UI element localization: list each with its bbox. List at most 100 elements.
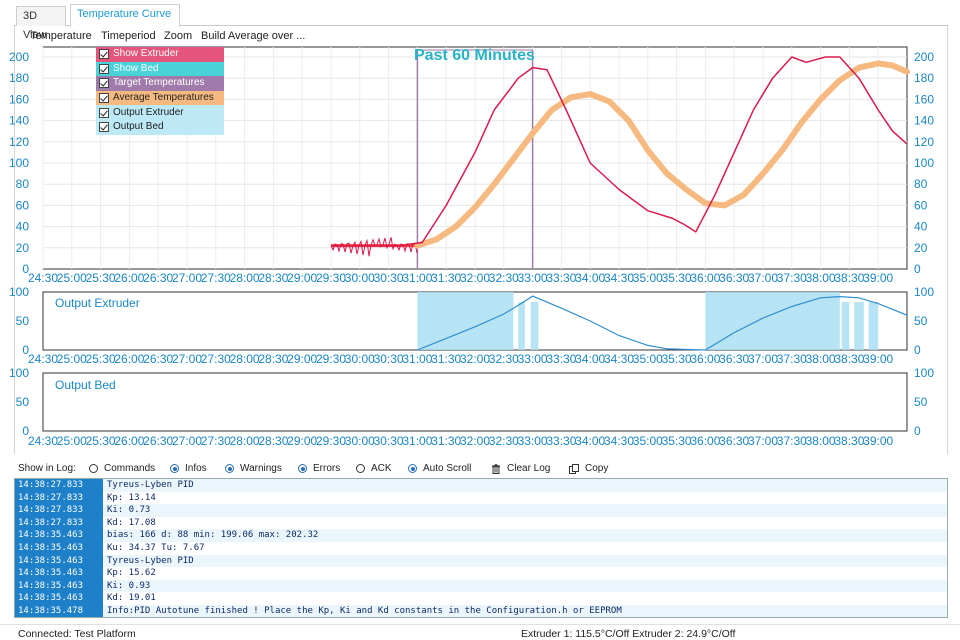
- filter-commands[interactable]: Commands: [89, 463, 155, 474]
- log-timestamp: 14:38:35.463: [15, 529, 103, 542]
- menu-build-average[interactable]: Build Average over ...: [201, 30, 306, 42]
- filter-ack[interactable]: ACK: [356, 463, 392, 474]
- filter-errors[interactable]: Errors: [298, 463, 340, 474]
- x-tick-label: 29:00: [287, 352, 317, 366]
- x-tick-label: 29:30: [316, 271, 346, 285]
- filter-warnings[interactable]: Warnings: [225, 463, 282, 474]
- x-tick-label: 37:00: [748, 352, 778, 366]
- log-row[interactable]: 14:38:27.833 Tyreus-Lyben PID: [15, 479, 947, 492]
- copy-icon: [569, 463, 579, 474]
- x-tick-label: 26:00: [114, 271, 144, 285]
- filter-infos[interactable]: Infos: [170, 463, 207, 474]
- log-row[interactable]: 14:38:27.833 Kd: 17.08: [15, 516, 947, 530]
- x-tick-label: 35:30: [662, 434, 692, 448]
- y-tick-label: 100: [9, 156, 29, 170]
- log-timestamp: 14:38:27.833: [15, 504, 103, 517]
- log-row[interactable]: 14:38:35.463 Tyreus-Lyben PID: [15, 554, 947, 568]
- tab-bar: 3D View Temperature Curve: [14, 4, 948, 41]
- x-tick-label: 29:00: [287, 434, 317, 448]
- y-tick-label-right: 200: [914, 50, 934, 64]
- x-tick-label: 31:00: [402, 271, 432, 285]
- log-row[interactable]: 14:38:35.463 Kd: 19.01: [15, 592, 947, 605]
- copy-button[interactable]: Copy: [569, 463, 608, 474]
- y-tick-label-right: 120: [914, 135, 934, 149]
- x-tick-label: 30:30: [374, 434, 404, 448]
- x-tick-label: 32:30: [489, 434, 519, 448]
- x-tick-label: 30:30: [374, 352, 404, 366]
- legend-item[interactable]: Show Extruder: [96, 47, 224, 62]
- checkbox-checked-icon: [99, 122, 109, 133]
- output-pwm-block: [530, 302, 539, 350]
- x-tick-label: 37:30: [777, 352, 807, 366]
- log-message: Kd: 17.08: [103, 516, 947, 530]
- output-pwm-block: [854, 302, 864, 350]
- x-tick-label: 25:30: [86, 352, 116, 366]
- log-message: bias: 166 d: 88 min: 199.06 max: 202.32: [103, 529, 947, 542]
- x-tick-label: 27:30: [201, 434, 231, 448]
- x-tick-label: 31:00: [402, 352, 432, 366]
- log-row[interactable]: 14:38:27.833 Ki: 0.73: [15, 504, 947, 517]
- log-message: Tyreus-Lyben PID: [103, 554, 947, 568]
- y-tick-label-right: 0: [914, 424, 921, 438]
- log-row[interactable]: 14:38:35.463 Ku: 34.37 Tu: 7.67: [15, 541, 947, 555]
- menu-timeperiod[interactable]: Timeperiod: [101, 30, 156, 42]
- y-tick-label: 100: [9, 285, 29, 299]
- x-tick-label: 37:00: [748, 434, 778, 448]
- chart-panel: [14, 26, 948, 454]
- x-tick-label: 33:30: [546, 352, 576, 366]
- x-tick-label: 25:30: [86, 271, 116, 285]
- x-tick-label: 32:00: [460, 352, 490, 366]
- y-tick-label: 50: [16, 395, 30, 409]
- log-timestamp: 14:38:35.463: [15, 579, 103, 593]
- log-table[interactable]: 14:38:27.833 Tyreus-Lyben PID 14:38:27.833…: [14, 478, 948, 618]
- legend-item[interactable]: Show Bed: [96, 61, 224, 77]
- x-tick-label: 36:00: [690, 271, 720, 285]
- y-tick-label-right: 100: [914, 156, 934, 170]
- x-tick-label: 37:00: [748, 271, 778, 285]
- x-tick-label: 27:00: [172, 352, 202, 366]
- x-tick-label: 26:30: [143, 352, 173, 366]
- log-row[interactable]: 14:38:35.478 Info:PID Autotune finished !…: [15, 604, 947, 617]
- log-row[interactable]: 14:38:27.833 Kp: 13.14: [15, 491, 947, 505]
- clear-log-button[interactable]: Clear Log: [491, 463, 550, 474]
- filter-infos-label: Infos: [185, 463, 207, 474]
- y-tick-label: 50: [16, 314, 30, 328]
- x-tick-label: 33:30: [546, 434, 576, 448]
- legend-item[interactable]: Average Temperatures: [96, 90, 224, 106]
- legend-label: Show Extruder: [113, 48, 179, 60]
- log-timestamp: 14:38:35.478: [15, 604, 103, 617]
- auto-scroll-toggle[interactable]: Auto Scroll: [408, 463, 471, 474]
- radio-checked-icon: [225, 464, 234, 473]
- output-pwm-block: [868, 302, 879, 350]
- legend-item[interactable]: Target Temperatures: [96, 76, 224, 91]
- connection-status: Connected: Test Platform: [18, 628, 136, 640]
- tab-3d-view[interactable]: 3D View: [16, 6, 66, 41]
- x-tick-label: 24:30: [28, 271, 58, 285]
- menu-temperature[interactable]: Temperature: [30, 30, 92, 42]
- chart-legend: Show Extruder Show Bed Target Temperatures…: [96, 47, 224, 135]
- legend-item[interactable]: Output Extruder: [96, 105, 224, 120]
- x-tick-label: 26:00: [114, 434, 144, 448]
- legend-item[interactable]: Output Bed: [96, 119, 224, 135]
- trash-icon: [492, 463, 500, 474]
- log-row[interactable]: 14:38:35.463 Kp: 15.62: [15, 567, 947, 580]
- filter-commands-label: Commands: [104, 463, 156, 474]
- tab-temperature-curve[interactable]: Temperature Curve: [70, 4, 180, 27]
- y-tick-label: 0: [22, 424, 29, 438]
- x-tick-label: 31:30: [431, 352, 461, 366]
- checkbox-checked-icon: [99, 107, 109, 118]
- x-tick-label: 33:00: [518, 434, 548, 448]
- log-timestamp: 14:38:35.463: [15, 554, 103, 568]
- legend-label: Output Bed: [113, 121, 164, 133]
- y-tick-label: 180: [9, 71, 29, 85]
- x-tick-label: 37:30: [777, 271, 807, 285]
- log-row[interactable]: 14:38:35.463 Ki: 0.93: [15, 579, 947, 593]
- log-row[interactable]: 14:38:35.463 bias: 166 d: 88 min: 199.06 …: [15, 529, 947, 542]
- menu-zoom[interactable]: Zoom: [164, 30, 193, 42]
- x-tick-label: 31:00: [402, 434, 432, 448]
- x-tick-label: 26:30: [143, 271, 173, 285]
- y-tick-label-right: 100: [914, 366, 934, 380]
- x-tick-label: 27:00: [172, 434, 202, 448]
- output-pwm-block: [841, 302, 850, 350]
- x-tick-label: 24:30: [28, 352, 58, 366]
